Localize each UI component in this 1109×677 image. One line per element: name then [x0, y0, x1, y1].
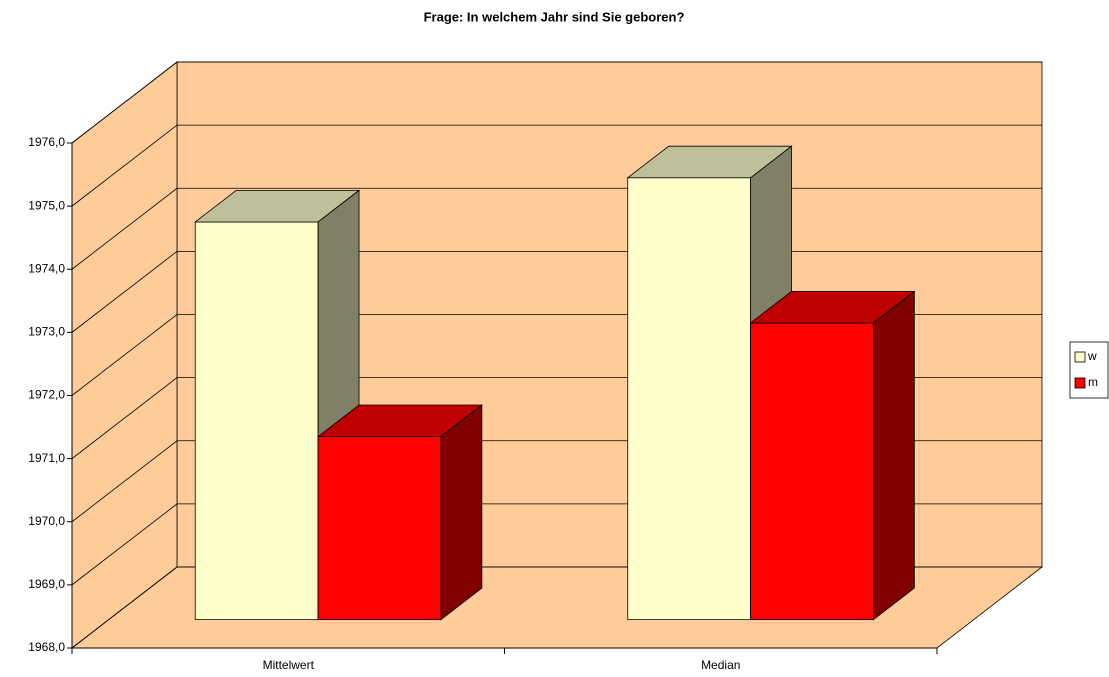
grid-line [71, 61, 1042, 144]
y-tick-label: 1968,0 [28, 640, 65, 654]
legend-label: w [1087, 349, 1097, 363]
chart-title: Frage: In welchem Jahr sind Sie geboren? [424, 9, 685, 24]
y-tick-label: 1969,0 [28, 577, 65, 591]
y-tick-label: 1970,0 [28, 514, 65, 528]
y-tick-label: 1973,0 [28, 325, 65, 339]
grid-line [71, 124, 1042, 207]
bar-side [440, 404, 483, 621]
bar-side [873, 290, 915, 621]
legend-label: m [1088, 375, 1098, 389]
legend-box [1069, 341, 1109, 399]
bar-front [750, 322, 874, 621]
bar-front [627, 177, 751, 621]
y-tick-label: 1971,0 [28, 451, 65, 465]
x-tick-label: Mittelwert [263, 658, 315, 672]
bar [749, 290, 916, 621]
y-tick-label: 1975,0 [28, 198, 65, 212]
y-tick-label: 1974,0 [28, 261, 65, 275]
bar [316, 404, 484, 621]
legend-swatch [1074, 351, 1086, 363]
y-tick-label: 1972,0 [28, 388, 65, 402]
legend-swatch [1074, 377, 1086, 389]
x-tick-label: Median [701, 658, 740, 672]
y-tick-label: 1976,0 [28, 135, 65, 149]
bar-front [194, 221, 319, 621]
bar-front [317, 436, 442, 621]
